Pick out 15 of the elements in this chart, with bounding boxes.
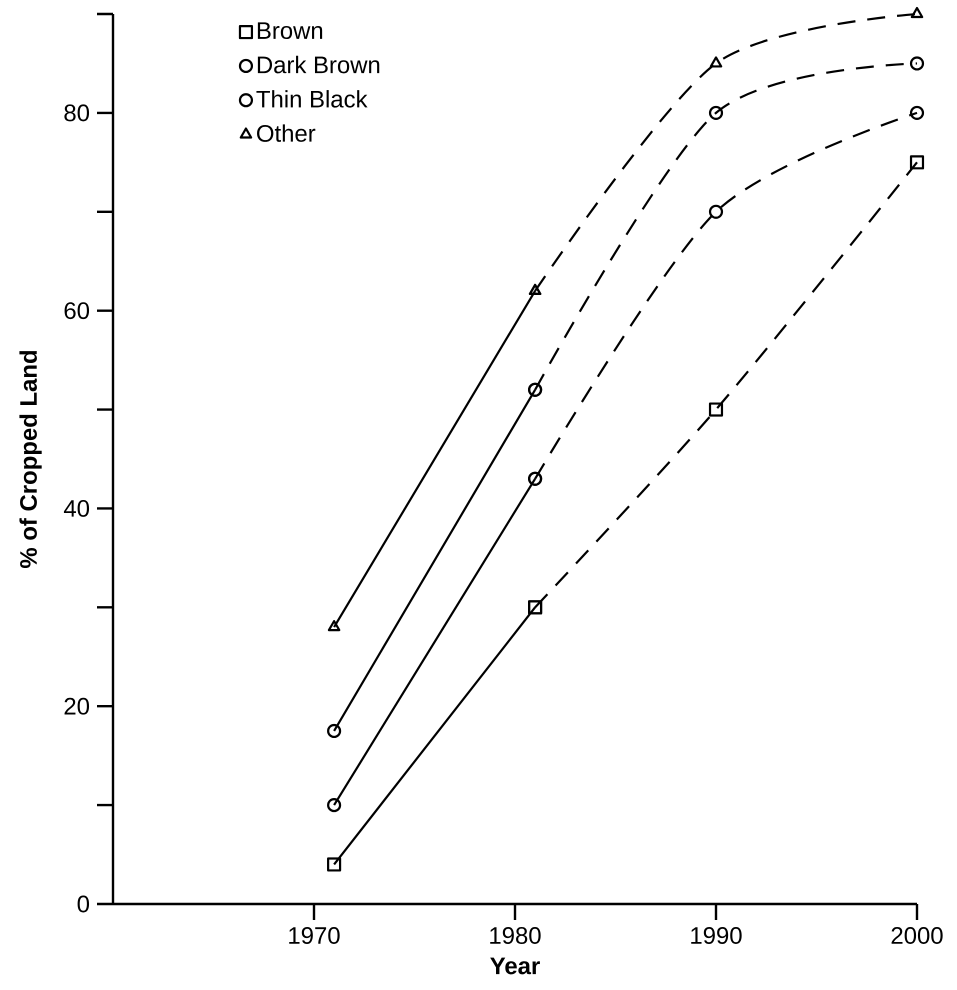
x-tick-label: 1980 bbox=[490, 927, 541, 944]
legend-label: Brown bbox=[258, 22, 322, 40]
y-tick-label: 60 bbox=[64, 302, 90, 320]
x-axis-title: Year bbox=[490, 958, 540, 974]
y-tick-label: 20 bbox=[64, 698, 90, 715]
x-tick-label: 1970 bbox=[289, 927, 340, 944]
legend-label: Dark Brown bbox=[258, 56, 380, 74]
x-tick-label: 1990 bbox=[691, 927, 742, 944]
legend-label: Thin Black bbox=[256, 90, 368, 108]
legend-label: Other bbox=[257, 124, 316, 142]
x-tick-label: 2000 bbox=[892, 927, 943, 944]
y-tick-label: 80 bbox=[64, 104, 90, 122]
y-axis-title: % of Cropped Land bbox=[19, 351, 42, 568]
y-tick-label: 0 bbox=[78, 896, 90, 912]
y-tick-label: 40 bbox=[64, 500, 90, 517]
